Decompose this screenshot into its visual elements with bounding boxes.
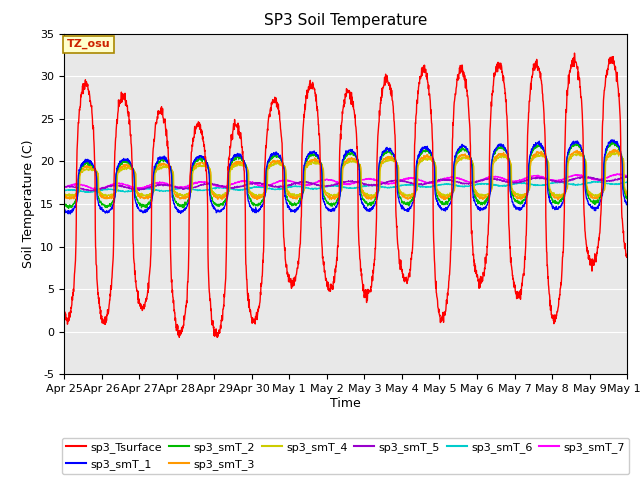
Legend: sp3_Tsurface, sp3_smT_1, sp3_smT_2, sp3_smT_3, sp3_smT_4, sp3_smT_5, sp3_smT_6, : sp3_Tsurface, sp3_smT_1, sp3_smT_2, sp3_… (61, 438, 630, 474)
sp3_Tsurface (218, 317, 225, 323)
sp3_smT_7 (60, 185, 68, 191)
sp3_smT_5 (574, 175, 582, 181)
sp3_smT_2 (362, 201, 370, 206)
sp3_smT_7 (93, 187, 101, 192)
sp3_smT_4 (374, 190, 382, 195)
sp3_smT_6 (574, 182, 582, 188)
sp3_Tsurface (175, 335, 183, 340)
sp3_smT_4 (217, 192, 225, 198)
sp3_smT_6 (623, 179, 631, 184)
sp3_Tsurface (574, 66, 582, 72)
sp3_smT_7 (574, 173, 582, 179)
sp3_smT_1 (374, 168, 382, 174)
sp3_smT_6 (374, 183, 382, 189)
sp3_smT_1 (509, 202, 517, 207)
sp3_smT_2 (374, 185, 382, 191)
sp3_smT_5 (88, 188, 95, 194)
sp3_smT_1 (362, 205, 370, 211)
Line: sp3_smT_3: sp3_smT_3 (64, 149, 627, 200)
Line: sp3_smT_7: sp3_smT_7 (64, 174, 627, 190)
sp3_smT_6 (60, 188, 68, 193)
Y-axis label: Soil Temperature (C): Soil Temperature (C) (22, 140, 35, 268)
sp3_smT_5 (623, 174, 631, 180)
sp3_smT_7 (362, 176, 370, 181)
sp3_smT_4 (509, 188, 517, 194)
sp3_smT_3 (574, 149, 582, 155)
sp3_smT_5 (589, 175, 597, 181)
sp3_smT_4 (609, 149, 617, 155)
sp3_Tsurface (571, 50, 579, 56)
sp3_smT_2 (574, 143, 582, 148)
sp3_smT_4 (362, 191, 370, 197)
sp3_smT_5 (509, 180, 517, 186)
sp3_smT_1 (608, 137, 616, 143)
sp3_smT_7 (614, 171, 621, 177)
sp3_smT_3 (589, 194, 597, 200)
sp3_smT_3 (554, 197, 562, 203)
sp3_smT_2 (65, 205, 72, 211)
sp3_smT_7 (218, 184, 225, 190)
sp3_smT_1 (574, 139, 582, 144)
sp3_smT_5 (218, 183, 225, 189)
sp3_smT_5 (60, 184, 68, 190)
sp3_smT_7 (374, 178, 382, 184)
Line: sp3_smT_2: sp3_smT_2 (64, 142, 627, 208)
Text: TZ_osu: TZ_osu (67, 39, 111, 49)
Line: sp3_smT_1: sp3_smT_1 (64, 140, 627, 214)
sp3_smT_4 (623, 189, 631, 194)
sp3_Tsurface (509, 277, 517, 283)
sp3_smT_1 (589, 205, 597, 211)
sp3_smT_7 (509, 179, 517, 184)
sp3_smT_2 (509, 195, 517, 201)
sp3_smT_5 (580, 173, 588, 179)
sp3_smT_3 (374, 188, 382, 194)
sp3_smT_1 (60, 208, 68, 214)
sp3_smT_3 (509, 191, 517, 197)
sp3_smT_1 (218, 208, 225, 214)
sp3_smT_6 (362, 183, 370, 189)
sp3_smT_4 (557, 194, 564, 200)
sp3_smT_2 (623, 196, 631, 202)
Line: sp3_smT_5: sp3_smT_5 (64, 176, 627, 191)
sp3_smT_3 (362, 194, 370, 200)
sp3_Tsurface (60, 309, 68, 314)
sp3_smT_6 (589, 179, 597, 185)
sp3_Tsurface (623, 254, 631, 260)
Title: SP3 Soil Temperature: SP3 Soil Temperature (264, 13, 428, 28)
sp3_smT_4 (60, 190, 68, 195)
sp3_smT_5 (362, 182, 370, 188)
sp3_smT_3 (217, 195, 225, 201)
sp3_smT_1 (67, 211, 74, 217)
sp3_smT_7 (623, 173, 631, 179)
Line: sp3_Tsurface: sp3_Tsurface (64, 53, 627, 337)
sp3_smT_5 (374, 182, 382, 188)
sp3_smT_4 (574, 152, 582, 158)
sp3_smT_2 (610, 139, 618, 145)
sp3_smT_4 (589, 192, 597, 198)
sp3_smT_2 (589, 200, 597, 206)
X-axis label: Time: Time (330, 397, 361, 410)
sp3_smT_3 (611, 146, 619, 152)
sp3_smT_3 (623, 192, 631, 198)
sp3_smT_6 (218, 185, 225, 191)
sp3_smT_1 (623, 202, 631, 208)
sp3_Tsurface (362, 290, 370, 296)
Line: sp3_smT_4: sp3_smT_4 (64, 152, 627, 197)
sp3_smT_3 (60, 193, 68, 199)
sp3_smT_7 (589, 176, 597, 182)
sp3_smT_6 (509, 181, 517, 187)
sp3_smT_6 (86, 190, 93, 195)
sp3_Tsurface (589, 258, 597, 264)
sp3_Tsurface (374, 126, 382, 132)
Line: sp3_smT_6: sp3_smT_6 (64, 181, 627, 192)
sp3_smT_2 (218, 201, 225, 206)
sp3_smT_2 (60, 201, 68, 207)
